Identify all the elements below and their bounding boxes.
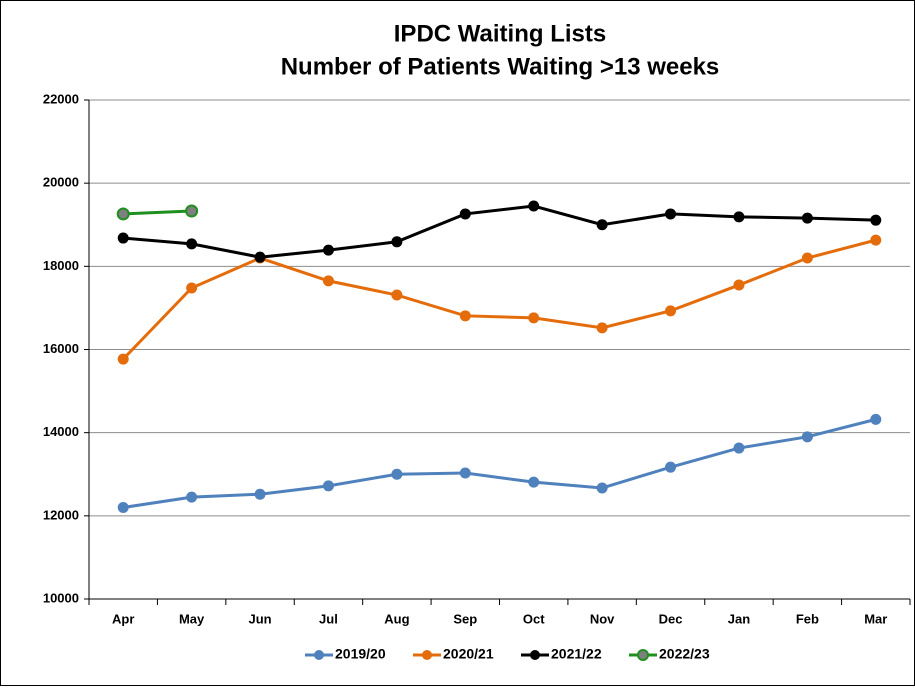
- data-point: [391, 289, 403, 301]
- y-tick-label: 18000: [43, 258, 79, 273]
- legend-label: 2020/21: [443, 646, 494, 662]
- data-point: [733, 279, 745, 291]
- data-point: [117, 353, 129, 365]
- x-tick-label: Jun: [248, 611, 271, 626]
- x-tick-label: Sep: [453, 611, 477, 626]
- x-tick-label: Oct: [523, 611, 545, 626]
- data-point: [459, 208, 471, 220]
- data-point: [733, 211, 745, 223]
- data-point: [665, 208, 677, 220]
- x-tick-label: Mar: [864, 611, 887, 626]
- data-point: [185, 204, 199, 218]
- data-point: [186, 491, 198, 503]
- legend-label: 2022/23: [659, 646, 710, 662]
- data-point: [117, 232, 129, 244]
- x-tick-label: May: [179, 611, 205, 626]
- x-tick-label: Nov: [590, 611, 615, 626]
- chart-title: IPDC Waiting Lists: [394, 20, 606, 47]
- data-point: [186, 238, 198, 250]
- data-point: [870, 234, 882, 246]
- y-tick-label: 22000: [43, 91, 79, 106]
- x-tick-label: Apr: [112, 611, 134, 626]
- data-point: [801, 431, 813, 443]
- data-point: [322, 275, 334, 287]
- series-line: [123, 209, 192, 216]
- y-tick-label: 14000: [43, 424, 79, 439]
- chart-subtitle: Number of Patients Waiting >13 weeks: [281, 53, 720, 80]
- data-point: [322, 244, 334, 256]
- x-tick-label: Feb: [796, 611, 819, 626]
- data-point: [322, 480, 334, 492]
- x-tick-label: Jul: [319, 611, 338, 626]
- x-tick-label: Aug: [384, 611, 409, 626]
- data-point: [186, 282, 198, 294]
- data-point: [254, 488, 266, 500]
- legend-marker: [422, 650, 432, 660]
- y-tick-label: 16000: [43, 341, 79, 356]
- data-point: [459, 310, 471, 322]
- data-point: [391, 468, 403, 480]
- data-point: [528, 312, 540, 324]
- y-tick-label: 12000: [43, 507, 79, 522]
- data-point: [596, 482, 608, 494]
- data-point: [665, 461, 677, 473]
- data-point: [870, 413, 882, 425]
- data-point: [596, 219, 608, 231]
- data-point: [665, 305, 677, 317]
- series-line: [123, 204, 876, 259]
- data-point: [733, 442, 745, 454]
- data-point: [391, 236, 403, 248]
- x-tick-label: Dec: [659, 611, 683, 626]
- data-point: [116, 207, 130, 221]
- x-tick-label: Jan: [728, 611, 750, 626]
- data-point: [596, 322, 608, 334]
- y-tick-label: 10000: [43, 590, 79, 605]
- data-point: [254, 251, 266, 263]
- data-point: [528, 200, 540, 212]
- series-line: [122, 417, 877, 509]
- data-point: [870, 214, 882, 226]
- legend-label: 2019/20: [335, 646, 386, 662]
- legend-marker: [530, 650, 540, 660]
- series-line: [122, 238, 877, 361]
- data-point: [459, 467, 471, 479]
- data-point: [528, 476, 540, 488]
- data-point: [117, 502, 129, 514]
- legend-marker: [637, 649, 649, 661]
- legend-marker: [314, 650, 324, 660]
- y-tick-label: 20000: [43, 175, 79, 190]
- legend-label: 2021/22: [551, 646, 602, 662]
- data-point: [801, 212, 813, 224]
- data-point: [801, 252, 813, 264]
